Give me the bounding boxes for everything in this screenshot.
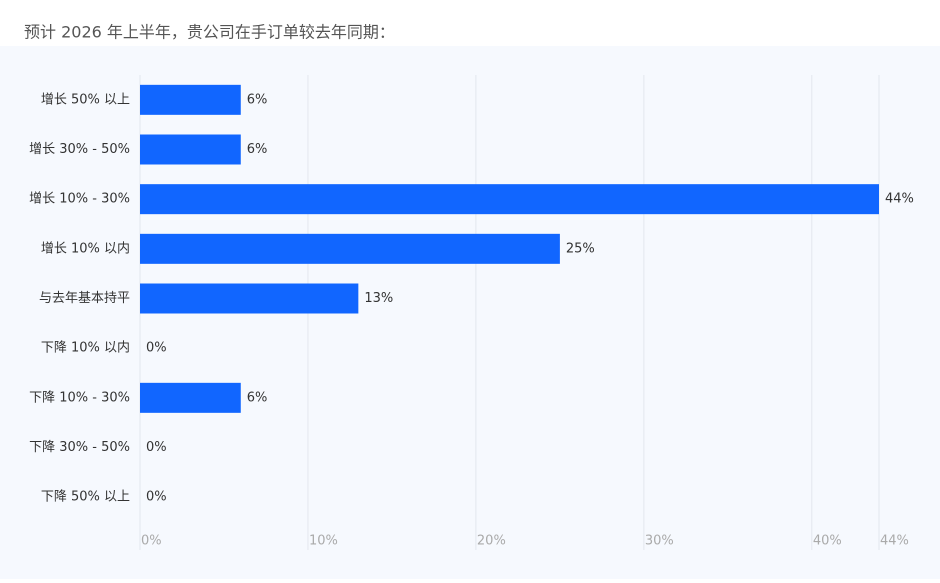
value-label: 0% xyxy=(146,490,167,505)
y-tick-label: 增长 10% - 30% xyxy=(29,192,130,207)
x-tick-label: 40% xyxy=(813,534,842,549)
x-tick-label: 30% xyxy=(645,534,674,549)
y-tick-label: 增长 10% 以内 xyxy=(41,240,130,256)
value-label: 13% xyxy=(364,291,393,306)
value-label: 25% xyxy=(566,241,595,256)
value-label: 0% xyxy=(146,440,167,455)
y-tick-label: 下降 10% 以内 xyxy=(41,340,130,356)
value-label: 0% xyxy=(146,341,167,356)
y-tick-label: 下降 50% 以上 xyxy=(41,490,130,505)
x-tick-label: 0% xyxy=(141,534,162,549)
bar xyxy=(140,283,359,314)
y-tick-label: 增长 30% - 50% xyxy=(29,142,130,157)
y-tick-label: 与去年基本持平 xyxy=(39,291,130,306)
value-label: 6% xyxy=(247,92,268,107)
bar xyxy=(140,184,879,215)
x-tick-label: 20% xyxy=(477,534,506,549)
y-tick-label: 下降 10% - 30% xyxy=(29,390,130,405)
value-label: 44% xyxy=(885,192,914,207)
bar xyxy=(140,382,241,413)
chart-title: 预计 2026 年上半年，贵公司在手订单较去年同期： xyxy=(24,23,395,42)
bar xyxy=(140,134,241,165)
y-tick-label: 增长 50% 以上 xyxy=(41,92,130,107)
value-label: 6% xyxy=(247,142,268,157)
value-label: 6% xyxy=(247,390,268,405)
bar xyxy=(140,233,560,264)
x-tick-label: 10% xyxy=(309,534,338,549)
y-tick-label: 下降 30% - 50% xyxy=(29,440,130,455)
bar xyxy=(140,84,241,115)
x-tick-label: 44% xyxy=(880,534,909,549)
